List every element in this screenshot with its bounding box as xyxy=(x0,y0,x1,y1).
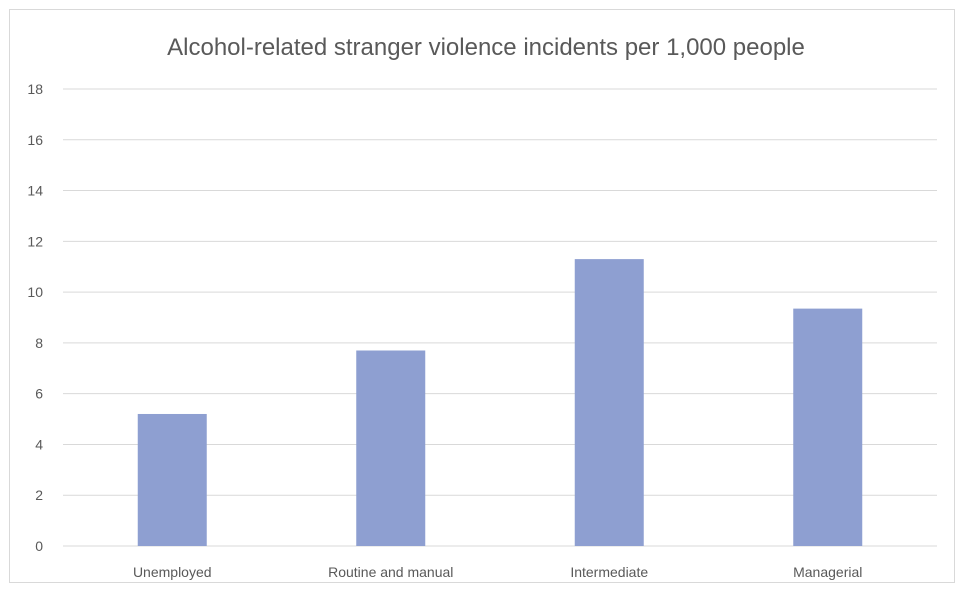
y-tick-label: 2 xyxy=(35,487,43,503)
y-tick-label: 12 xyxy=(27,233,43,249)
chart-title: Alcohol-related stranger violence incide… xyxy=(167,34,805,61)
y-tick-label: 14 xyxy=(27,183,43,199)
bar xyxy=(356,350,426,546)
y-tick-label: 18 xyxy=(27,81,43,97)
y-tick-label: 6 xyxy=(35,386,43,402)
bar xyxy=(574,259,644,546)
y-tick-label: 16 xyxy=(27,132,43,148)
y-axis-ticks: 0 2 4 6 8 10 12 14 16 18 xyxy=(27,81,43,554)
x-category-label: Unemployed xyxy=(133,564,212,580)
y-tick-label: 8 xyxy=(35,335,43,351)
y-tick-label: 10 xyxy=(27,284,43,300)
x-category-label: Managerial xyxy=(793,564,862,580)
y-tick-label: 0 xyxy=(35,538,43,554)
x-axis-categories: Unemployed Routine and manual Intermediate… xyxy=(133,564,862,580)
gridlines xyxy=(63,88,937,547)
x-category-label: Routine and manual xyxy=(328,564,453,580)
x-category-label: Intermediate xyxy=(570,564,648,580)
bars xyxy=(137,259,863,546)
y-tick-label: 4 xyxy=(35,436,43,452)
bar xyxy=(137,413,207,546)
bar xyxy=(793,308,863,546)
